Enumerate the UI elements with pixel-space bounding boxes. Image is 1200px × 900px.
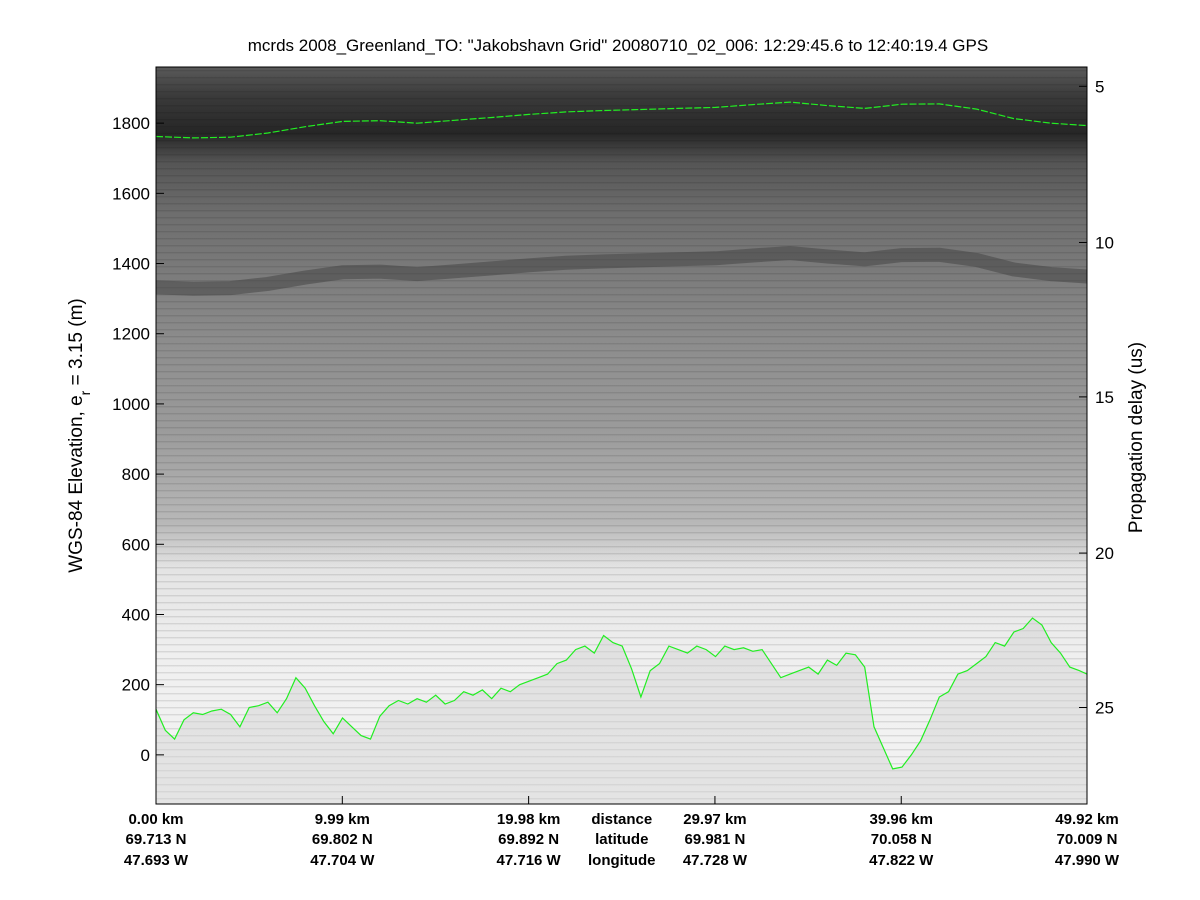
- right-tick-label: 5: [1095, 77, 1104, 96]
- row-legend-longitude: longitude: [588, 852, 656, 869]
- location-latitude-label: 69.802 N: [312, 831, 373, 848]
- location-latitude-label: 69.713 N: [126, 831, 187, 848]
- location-row-legend: distance latitude longitude: [588, 811, 656, 869]
- location-distance-label: 19.98 km: [497, 811, 560, 828]
- location-longitude-label: 47.990 W: [1055, 852, 1120, 869]
- location-longitude-label: 47.693 W: [124, 852, 189, 869]
- location-distance-label: 39.96 km: [870, 811, 933, 828]
- location-labels: 0.00 km 69.713 N 47.693 W 9.99 km 69.802 N 47…: [124, 811, 1120, 869]
- location-longitude-label: 47.704 W: [310, 852, 375, 869]
- location-distance-label: 29.97 km: [683, 811, 746, 828]
- chart-title: mcrds 2008_Greenland_TO: "Jakobshavn Gri…: [248, 36, 988, 55]
- left-y-axis: 0 200 400 600 800 1000 1200 1400 1600 1800: [112, 114, 164, 765]
- y-axis-right-label: Propagation delay (us): [1126, 342, 1147, 533]
- location-distance-label: 9.99 km: [315, 811, 370, 828]
- bed-trace: [156, 617, 1087, 770]
- location-latitude-label: 70.058 N: [871, 831, 932, 848]
- x-axis: [155, 796, 1088, 804]
- location-latitude-label: 70.009 N: [1057, 831, 1118, 848]
- location-latitude-label: 69.981 N: [684, 831, 745, 848]
- left-tick-label: 600: [122, 535, 150, 554]
- radar-echogram: [156, 67, 1087, 804]
- surface-trace: [156, 101, 1087, 139]
- plot-frame: [155, 66, 1088, 805]
- right-tick-label: 20: [1095, 544, 1114, 563]
- right-tick-label: 25: [1095, 698, 1114, 717]
- location-longitude-label: 47.716 W: [497, 852, 562, 869]
- location-latitude-label: 69.892 N: [498, 831, 559, 848]
- left-tick-label: 1800: [112, 114, 150, 133]
- right-tick-label: 10: [1095, 233, 1114, 252]
- right-tick-label: 15: [1095, 388, 1114, 407]
- left-tick-label: 1000: [112, 395, 150, 414]
- left-tick-label: 1400: [112, 255, 150, 274]
- left-tick-label: 0: [141, 746, 150, 765]
- left-tick-label: 200: [122, 676, 150, 695]
- left-tick-label: 1200: [112, 325, 150, 344]
- location-distance-label: 49.92 km: [1055, 811, 1118, 828]
- location-distance-label: 0.00 km: [128, 811, 183, 828]
- left-tick-label: 1600: [112, 184, 150, 203]
- left-tick-label: 800: [122, 465, 150, 484]
- row-legend-distance: distance: [591, 811, 652, 828]
- subglacial-fade: [156, 618, 1087, 804]
- dark-reflector-band: [156, 245, 1087, 296]
- location-longitude-label: 47.728 W: [683, 852, 748, 869]
- internal-layers-texture: [156, 67, 1087, 804]
- y-axis-left-label: WGS-84 Elevation, er = 3.15 (m): [66, 298, 93, 573]
- right-y-axis: 5 10 15 20 25: [1079, 77, 1114, 717]
- row-legend-latitude: latitude: [595, 831, 648, 848]
- left-tick-label: 400: [122, 605, 150, 624]
- location-longitude-label: 47.822 W: [869, 852, 934, 869]
